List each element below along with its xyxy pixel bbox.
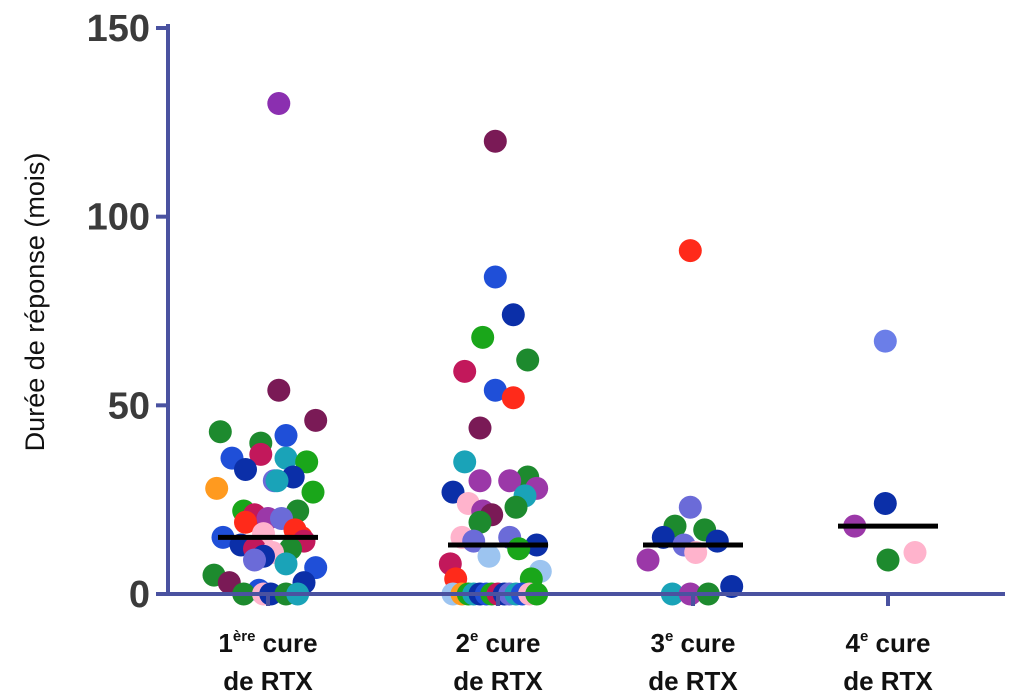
data-point	[304, 408, 328, 432]
data-point	[501, 386, 525, 410]
y-tick-label: 0	[129, 574, 150, 616]
data-point	[483, 129, 507, 153]
data-point	[471, 325, 495, 349]
data-point	[507, 537, 531, 561]
data-point	[636, 548, 660, 572]
data-point	[477, 544, 501, 568]
labels-layer: 1ère cure de RTX 2e cure de RTX 3e cure de RT…	[218, 628, 933, 696]
x-category-label: 3e cure	[651, 628, 736, 658]
data-point	[705, 529, 729, 553]
x-category-label: 2e cure	[456, 628, 541, 658]
x-category-label-line2: de RTX	[648, 666, 738, 696]
data-point	[498, 469, 522, 493]
data-point	[274, 424, 298, 448]
data-point	[234, 457, 257, 481]
data-point	[265, 469, 289, 493]
data-point	[483, 265, 507, 289]
y-tick-label: 100	[87, 197, 150, 239]
y-tick-label: 150	[87, 8, 150, 50]
x-category-label: 4e cure	[846, 628, 931, 658]
data-point	[453, 450, 477, 474]
data-point	[501, 303, 525, 327]
x-category-label: 1ère cure	[218, 628, 317, 658]
data-point	[873, 329, 897, 353]
x-category-label-line2: de RTX	[223, 666, 313, 696]
data-point	[243, 548, 266, 572]
points-layer	[202, 91, 927, 606]
median-layer	[218, 523, 938, 548]
data-point	[249, 442, 273, 466]
x-category-label-line2: de RTX	[453, 666, 543, 696]
data-point	[483, 378, 507, 402]
data-point	[267, 378, 291, 402]
data-point	[205, 476, 229, 500]
data-point	[468, 510, 492, 534]
data-point	[295, 450, 319, 474]
y-tick-label: 50	[108, 385, 150, 427]
data-point	[504, 495, 528, 519]
data-point	[274, 552, 298, 576]
data-point	[873, 491, 897, 515]
data-point	[678, 239, 702, 263]
data-point	[453, 359, 477, 383]
x-category-label-line2: de RTX	[843, 666, 933, 696]
data-point	[903, 540, 927, 564]
data-point	[876, 548, 900, 572]
axes-layer	[166, 24, 1005, 596]
data-point	[678, 495, 702, 519]
data-point	[516, 348, 540, 372]
data-point	[301, 480, 325, 504]
data-point	[267, 91, 291, 115]
data-point	[208, 420, 232, 444]
data-point	[234, 510, 257, 534]
data-point	[468, 416, 492, 440]
y-axis-title: Durée de réponse (mois)	[20, 153, 50, 452]
data-point	[468, 469, 492, 493]
data-point	[274, 446, 298, 470]
ticks-layer: 0 50 100 150	[87, 8, 890, 616]
